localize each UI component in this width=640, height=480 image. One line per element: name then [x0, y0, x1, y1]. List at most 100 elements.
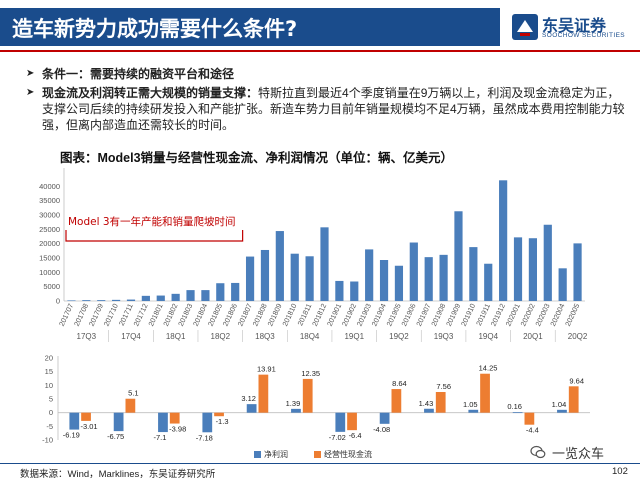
- legend-label: 净利润: [264, 450, 288, 459]
- sales-bar: [484, 263, 493, 301]
- sales-bar: [335, 280, 344, 301]
- data-label: 3.12: [241, 394, 256, 403]
- sales-bar: [350, 281, 359, 301]
- bullet-list: ➤ 条件一：需要持续的融资平台和途径 ➤ 现金流及利润转正需大规模的销量支撑：特…: [26, 66, 626, 136]
- quarter-label: 18Q2: [211, 332, 231, 341]
- data-label: 12.35: [301, 369, 320, 378]
- bullet-item: ➤ 条件一：需要持续的融资平台和途径: [26, 66, 626, 82]
- legend-swatch: [314, 451, 321, 459]
- sales-bar: [543, 224, 552, 301]
- sales-bar: [394, 265, 404, 301]
- data-label: 1.05: [463, 400, 478, 409]
- wechat-icon: [530, 445, 546, 459]
- sales-bar: [112, 299, 121, 301]
- net-profit-bar: [202, 412, 213, 433]
- bullet-label: 条件一：需要持续的融资平台和途径: [42, 67, 235, 81]
- data-label: 9.64: [569, 376, 584, 385]
- sales-bar: [290, 253, 299, 301]
- quarter-label: 18Q3: [255, 332, 275, 341]
- net-profit-bar: [468, 409, 479, 413]
- data-label: -6.19: [63, 431, 80, 440]
- sales-bar: [67, 300, 76, 301]
- op-cash-flow-bar: [125, 398, 136, 413]
- net-profit-bar: [512, 412, 523, 414]
- slide-header: 造车新势力成功需要什么条件? 东吴证券 SOOCHOW SECURITIES: [0, 0, 640, 56]
- sales-bar: [216, 283, 225, 301]
- data-label: 13.91: [257, 365, 276, 374]
- bullet-text: 特斯拉直到最近4个季度销量在9万辆以上，利润及现金流稳定为正，支撑公司后续的持续…: [42, 86, 625, 132]
- y-tick-label: -5: [46, 422, 53, 431]
- quarter-label: 18Q1: [166, 332, 186, 341]
- y-tick-label: 0: [49, 408, 53, 417]
- op-cash-flow-bar: [524, 412, 535, 425]
- net-profit-bar: [246, 404, 257, 413]
- y-tick-label: 5: [49, 395, 53, 404]
- legend-item-net-profit: 净利润: [254, 449, 288, 460]
- figure-title: 图表：Model3销量与经营性现金流、净利润情况（单位：辆、亿美元）: [60, 151, 454, 165]
- op-cash-flow-bar: [258, 374, 269, 413]
- net-profit-bar: [158, 412, 168, 433]
- net-profit-bar: [424, 408, 434, 413]
- quarter-label: 20Q1: [523, 332, 543, 341]
- data-label: 14.25: [479, 364, 498, 373]
- data-label: -3.01: [80, 422, 97, 431]
- legend-label: 经营性现金流: [324, 450, 372, 459]
- quarter-label: 19Q3: [434, 332, 454, 341]
- quarter-label: 17Q4: [121, 332, 141, 341]
- op-cash-flow-bar: [435, 392, 446, 413]
- sales-bar: [573, 243, 582, 301]
- y-tick-label: 30000: [39, 211, 60, 220]
- y-tick-label: 15000: [39, 254, 60, 263]
- sales-bar: [126, 299, 136, 301]
- sales-bar: [245, 256, 255, 301]
- sales-bar: [513, 237, 523, 301]
- finance-bar-chart: -10 -5 0 5 10 15 20 -6.19-3.01 -6.75 5.1 -7.1-3.98…: [42, 354, 590, 445]
- sales-bar: [439, 254, 448, 301]
- y-tick-label: 5000: [43, 282, 60, 291]
- quarter-label: 19Q1: [344, 332, 364, 341]
- logo-english-name: SOOCHOW SECURITIES: [542, 32, 626, 39]
- data-label: -6.4: [349, 431, 362, 440]
- bullet-label: 现金流及利润转正需大规模的销量支撑：: [42, 86, 259, 100]
- data-label: 1.39: [286, 399, 301, 408]
- y-tick-label: 20: [45, 354, 53, 363]
- sales-bar: [528, 238, 537, 301]
- data-label: -7.1: [153, 433, 166, 442]
- data-label: -7.02: [329, 433, 346, 442]
- data-label: 5.1: [128, 389, 138, 398]
- quarter-label: 17Q3: [77, 332, 97, 341]
- data-label: -7.18: [196, 433, 213, 442]
- sales-bar: [320, 227, 329, 301]
- data-label: -4.4: [526, 426, 539, 435]
- data-label: 7.56: [436, 382, 451, 391]
- sales-bar: [231, 282, 240, 301]
- y-tick-label: 40000: [39, 182, 60, 191]
- y-tick-label: -10: [42, 436, 53, 445]
- bullet-arrow-icon: ➤: [26, 68, 35, 79]
- title-bar: 造车新势力成功需要什么条件?: [0, 8, 500, 46]
- y-tick-label: 0: [56, 297, 60, 306]
- sales-bar: [260, 249, 270, 301]
- legend-swatch: [254, 451, 261, 459]
- op-cash-flow-bar: [214, 412, 224, 417]
- data-label: -4.08: [373, 425, 390, 434]
- sales-bar: [171, 293, 180, 301]
- net-profit-bar: [379, 412, 390, 424]
- sales-bar: [141, 295, 150, 301]
- sales-bar: [469, 247, 478, 301]
- annotation-text: Model 3有一年产能和销量爬坡时间: [68, 215, 236, 228]
- y-tick-label: 10000: [39, 268, 60, 277]
- sales-bar: [97, 300, 106, 301]
- sales-bar: [454, 211, 463, 301]
- bullet-arrow-icon: ➤: [26, 87, 35, 98]
- sales-bar: [365, 249, 374, 301]
- legend-item-op-cash-flow: 经营性现金流: [314, 449, 372, 460]
- y-tick-label: 35000: [39, 196, 60, 205]
- op-cash-flow-bar: [568, 386, 579, 413]
- sales-bar: [558, 268, 567, 301]
- sales-bar: [156, 295, 165, 301]
- quarter-label: 20Q2: [568, 332, 588, 341]
- logo-mark-icon: [512, 14, 538, 40]
- footer-divider: [0, 463, 640, 464]
